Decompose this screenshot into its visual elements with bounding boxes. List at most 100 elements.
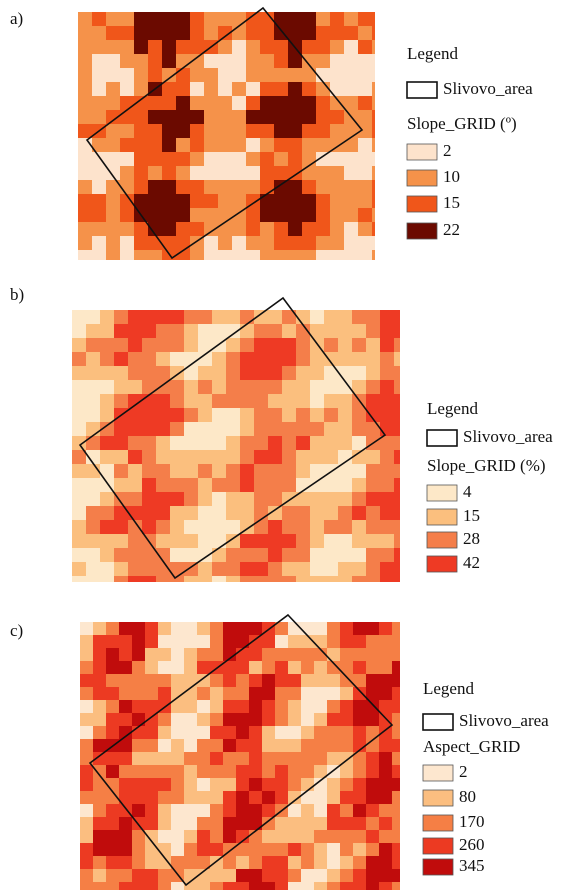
raster-cell [352,324,366,338]
raster-cell [148,54,162,68]
raster-cell [114,394,128,408]
raster-cell [246,26,260,40]
raster-cell [128,506,142,520]
raster-cell [282,576,296,582]
raster-cell [296,422,310,436]
raster-cell [158,687,171,700]
raster-cell [78,68,92,82]
raster-cell [198,422,212,436]
raster-cell [80,622,93,635]
grid-title: Aspect_GRID [423,737,520,756]
raster-cell [352,352,366,366]
raster-cell [288,778,301,791]
raster-cell [80,804,93,817]
raster-cell [148,26,162,40]
raster-cell [210,817,223,830]
raster-cell [106,12,120,26]
raster-cell [372,138,375,152]
raster-cell [262,765,275,778]
raster-cell [223,882,236,890]
raster-cell [379,778,392,791]
raster-cell [344,68,358,82]
raster-cell [223,622,236,635]
raster-cell [148,194,162,208]
raster-cell [92,40,106,54]
raster-cell [392,661,400,674]
raster-cell [249,778,262,791]
area-swatch [407,82,437,98]
raster-cell [372,236,375,250]
raster-cell [106,124,120,138]
raster-cell [327,674,340,687]
raster-cell [352,478,366,492]
raster-cell [162,208,176,222]
raster-cell [78,82,92,96]
raster-cell [114,324,128,338]
raster-cell [366,661,379,674]
raster-cell [132,856,145,869]
raster-cell [366,869,379,882]
raster-cell [120,180,134,194]
raster-cell [106,674,119,687]
raster-cell [394,520,400,534]
raster-cell [100,324,114,338]
raster-cell [275,661,288,674]
raster-cell [158,752,171,765]
raster-cell [352,506,366,520]
raster-cell [254,408,268,422]
raster-cell [288,635,301,648]
raster-cell [338,562,352,576]
raster-cell [302,222,316,236]
raster-cell [366,520,380,534]
raster-cell [379,843,392,856]
raster-cell [275,713,288,726]
raster-cell [204,26,218,40]
raster-cell [72,534,86,548]
raster-cell [232,40,246,54]
raster-cell [236,752,249,765]
raster-cell [327,778,340,791]
raster-cell [314,752,327,765]
raster-cell [170,394,184,408]
raster-cell [158,830,171,843]
raster-cell [340,843,353,856]
raster-cell [338,352,352,366]
legend-item: 170 [459,812,485,831]
legend-swatch [407,144,437,160]
raster-cell [240,464,254,478]
raster-cell [148,166,162,180]
raster-cell [145,843,158,856]
raster-cell [156,520,170,534]
raster-cell [171,804,184,817]
raster-cell [268,394,282,408]
raster-cell [120,222,134,236]
raster-cell [232,194,246,208]
raster-cell [93,830,106,843]
raster-cell [232,82,246,96]
raster-cell [106,830,119,843]
raster-cell [78,26,92,40]
raster-cell [254,576,268,582]
raster-cell [184,338,198,352]
raster-cell [246,138,260,152]
raster-cell [148,110,162,124]
raster-cell [268,520,282,534]
raster-cell [156,478,170,492]
raster-cell [223,700,236,713]
raster-cell [236,674,249,687]
raster-cell [80,713,93,726]
raster-cell [310,576,324,582]
raster-cell [366,464,380,478]
raster-cell [246,208,260,222]
raster-cell [171,882,184,890]
raster-cell [158,648,171,661]
raster-cell [93,739,106,752]
raster-cell [226,576,240,582]
raster-cell [358,54,372,68]
raster-cell [92,194,106,208]
raster-cell [262,778,275,791]
raster-cell [132,687,145,700]
raster-cell [197,752,210,765]
raster-cell [145,648,158,661]
raster-cell [158,635,171,648]
